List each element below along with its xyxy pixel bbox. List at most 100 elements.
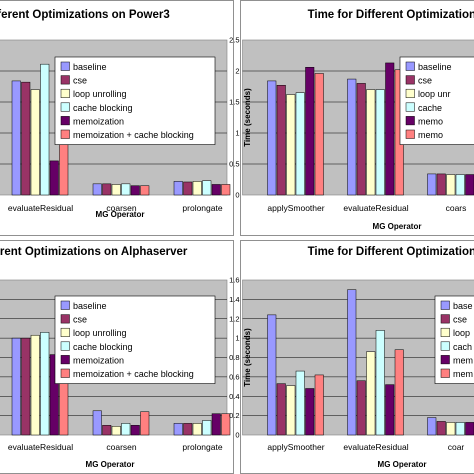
category-label: applySmoother — [267, 203, 324, 213]
legend-swatch — [60, 368, 70, 378]
legend-label: memoization + cache blocking — [73, 369, 194, 379]
legend-label: memo — [418, 116, 443, 126]
y-tick-label: 0 — [235, 431, 239, 440]
bar-baseline-prolongate — [173, 423, 183, 436]
legend-label: mem — [453, 355, 473, 365]
legend-label: cache blocking — [73, 103, 133, 113]
chart-panel-3: ifferent Optimizations on Alphaserver eva… — [0, 240, 234, 474]
legend-label: base — [453, 301, 473, 311]
legend-swatch — [405, 116, 415, 126]
bar-memoization-coarsen — [130, 425, 140, 436]
bar-baseline-coarsen — [92, 410, 102, 436]
legend-swatch — [440, 355, 450, 365]
bar-loop-unr-evaluateresidual — [366, 89, 376, 196]
x-axis-label: MG Operator — [96, 210, 145, 219]
bar-memoization-cache-blocking-coarsen — [140, 185, 150, 196]
category-label: coarsen — [106, 442, 137, 452]
legend-label: baseline — [73, 62, 107, 72]
y-tick-label: 0.5 — [229, 160, 239, 169]
bar-cse-coarsen — [102, 183, 112, 196]
bar-memo-applysmoother — [305, 67, 315, 196]
bar-cache-blocking-prolongate — [202, 420, 212, 436]
y-tick-label: 1 — [235, 129, 239, 138]
category-label: prolongate — [182, 442, 222, 452]
y-tick-label: 1.4 — [229, 295, 239, 304]
category-label: coars — [446, 203, 467, 213]
bar-memoization-prolongate — [211, 413, 221, 436]
chart-title: Time for Different Optimizations — [308, 246, 474, 258]
legend-label: loop unr — [418, 89, 451, 99]
bar-baseline-coarsen — [92, 183, 102, 196]
legend-label: cse — [453, 315, 467, 325]
legend-swatch — [440, 327, 450, 337]
legend-label: loop unrolling — [73, 328, 127, 338]
chart-panel-1: ifferent Optimizations on Power3 evaluate… — [0, 0, 234, 236]
x-axis-label: MG Operator — [86, 460, 135, 469]
bar-mem-evaluateresidual — [394, 349, 404, 436]
bar-cache-applysmoother — [295, 92, 305, 196]
category-label: evaluateResidual — [8, 442, 73, 452]
bar-memo-applysmoother — [314, 73, 324, 196]
chart-title: Time for Different Optimizations — [308, 9, 474, 21]
x-axis-label: MG Operator — [378, 460, 427, 469]
bar-baseline-evaluateresidual — [347, 78, 357, 196]
y-tick-label: 2.5 — [229, 36, 239, 45]
legend-swatch — [60, 61, 70, 71]
legend-label: memo — [418, 130, 443, 140]
legend-swatch — [60, 116, 70, 126]
bar-mem-coar — [465, 422, 474, 436]
legend-label: loop — [453, 328, 470, 338]
bar-cache-blocking-coarsen — [121, 423, 131, 436]
legend-swatch — [440, 341, 450, 351]
legend-swatch — [405, 129, 415, 139]
bar-baseline-evaluateresidual — [11, 337, 21, 436]
bar-base-coar — [427, 417, 437, 436]
bar-loop-unrolling-evaluateresidual — [30, 89, 40, 196]
bar-loop-unr-applysmoother — [286, 94, 296, 196]
legend-label: cse — [73, 76, 87, 86]
legend-box — [54, 295, 216, 384]
bar-cse-evaluateresidual — [21, 81, 31, 196]
chart-title: ifferent Optimizations on Alphaserver — [0, 246, 188, 258]
chart-panel-4: Time for Different Optimizations 0 0.2 0.4 0… — [229, 240, 474, 474]
legend-swatch — [405, 102, 415, 112]
bar-cse-evaluateresidual — [356, 83, 366, 196]
bar-baseline-prolongate — [173, 181, 183, 196]
bar-cach-evaluateresidual — [375, 330, 385, 436]
category-label: coar — [448, 442, 465, 452]
bar-cse-evaluateresidual — [356, 380, 366, 436]
category-label: evaluateResidual — [343, 442, 408, 452]
bar-cach-coar — [455, 422, 465, 436]
bar-memo-coars — [465, 174, 474, 196]
bar-cse-evaluateresidual — [21, 337, 31, 436]
bar-base-evaluateresidual — [347, 289, 357, 436]
y-tick-label: 1.6 — [229, 276, 239, 285]
legend-box — [54, 56, 216, 145]
bar-mem-applysmoother — [314, 374, 324, 436]
y-axis-label: Time (seconds) — [243, 88, 252, 147]
category-label: evaluateResidual — [8, 203, 73, 213]
bar-loop-applysmoother — [286, 385, 296, 436]
legend-swatch — [405, 61, 415, 71]
y-tick-label: 0.4 — [229, 392, 239, 401]
y-axis-label: Time (seconds) — [243, 328, 252, 387]
bar-cse-coarsen — [102, 425, 112, 436]
legend-label: cache blocking — [73, 342, 133, 352]
bar-loop-unr-coars — [446, 174, 456, 196]
y-tick-label: 0.8 — [229, 353, 239, 362]
bar-cse-applysmoother — [276, 85, 286, 196]
bar-memoization-cache-blocking-prolongate — [221, 184, 231, 196]
bar-memoization-coarsen — [130, 185, 140, 196]
bar-cache-blocking-evaluateresidual — [40, 63, 50, 196]
category-label: evaluateResidual — [343, 203, 408, 213]
y-tick-label: 1 — [235, 334, 239, 343]
chart-title: ifferent Optimizations on Power3 — [0, 9, 170, 21]
legend-label: cache — [418, 103, 442, 113]
legend-swatch — [440, 314, 450, 324]
legend-swatch — [60, 129, 70, 139]
bar-cse-coar — [436, 421, 446, 436]
legend-label: loop unrolling — [73, 89, 127, 99]
bar-cse-coars — [436, 173, 446, 196]
legend-swatch — [60, 314, 70, 324]
legend-swatch — [60, 327, 70, 337]
